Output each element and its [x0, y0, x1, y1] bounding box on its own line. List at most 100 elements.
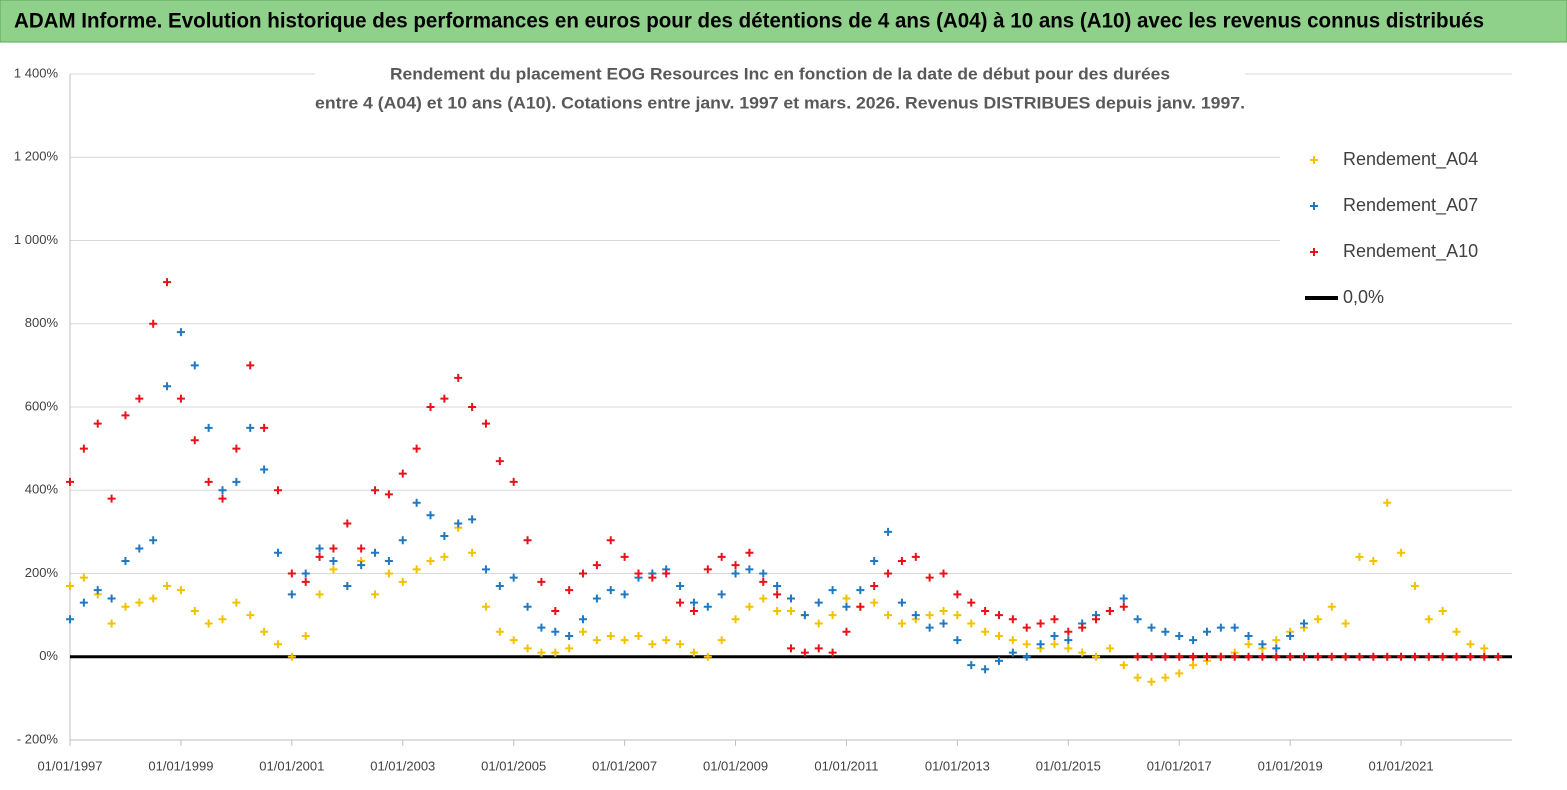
point [260, 627, 269, 636]
point [1105, 644, 1114, 653]
point [703, 652, 712, 661]
point [495, 457, 504, 466]
point [551, 606, 560, 615]
point [260, 465, 269, 474]
point [509, 636, 518, 645]
point [676, 640, 685, 649]
point [523, 644, 532, 653]
point [246, 361, 255, 370]
point [176, 394, 185, 403]
point [79, 444, 88, 453]
point [884, 527, 893, 536]
point [218, 486, 227, 495]
point [190, 436, 199, 445]
point [1410, 581, 1419, 590]
point [1341, 619, 1350, 628]
point [870, 598, 879, 607]
point [634, 631, 643, 640]
point [1147, 677, 1156, 686]
point [329, 544, 338, 553]
point [79, 598, 88, 607]
point [745, 602, 754, 611]
point [1480, 644, 1489, 653]
point [273, 486, 282, 495]
point [1230, 652, 1239, 661]
point [135, 394, 144, 403]
legend: Rendement_A04 Rendement_A07 Rendement_A10 0… [1280, 135, 1512, 320]
point [787, 594, 795, 603]
point [773, 590, 782, 599]
plot-area: - 200% 0% 200% 400% 600% 800% 1 000% 1 200% 1 40… [14, 65, 1512, 773]
point [620, 552, 629, 561]
point [759, 577, 768, 586]
point [620, 636, 629, 645]
point [315, 552, 324, 561]
point [495, 627, 504, 636]
point [759, 569, 768, 578]
point [426, 511, 435, 520]
point [1036, 640, 1045, 649]
point [1424, 652, 1433, 661]
point [606, 631, 615, 640]
point [481, 602, 490, 611]
point [1133, 615, 1142, 624]
point [218, 615, 227, 624]
title-box [315, 60, 1245, 122]
point [1092, 652, 1101, 661]
point [731, 561, 740, 570]
point [676, 581, 685, 590]
legend-label: Rendement_A04 [1343, 149, 1478, 170]
point [981, 665, 990, 674]
point [204, 619, 213, 628]
point [218, 494, 227, 503]
point [1383, 498, 1392, 507]
point [343, 581, 352, 590]
point [121, 602, 130, 611]
point [1175, 652, 1184, 661]
point [842, 627, 851, 636]
point [232, 598, 241, 607]
point [1300, 652, 1309, 661]
point [1216, 623, 1225, 632]
point [1327, 602, 1336, 611]
point [814, 598, 823, 607]
point [1452, 652, 1461, 661]
point [1258, 652, 1267, 661]
point [329, 557, 338, 566]
x-tick-label: 01/01/2015 [1036, 758, 1101, 773]
point [953, 611, 962, 620]
point [994, 631, 1003, 640]
point [1466, 640, 1475, 649]
point [301, 577, 310, 586]
legend-marker [1310, 156, 1318, 164]
point [1410, 652, 1419, 661]
point [246, 423, 255, 432]
point [579, 569, 588, 578]
point [398, 536, 407, 545]
point [925, 623, 934, 632]
point [384, 557, 393, 566]
point [1022, 640, 1031, 649]
x-tick-label: 01/01/2013 [925, 758, 990, 773]
y-tick-label: 1 000% [14, 232, 59, 247]
point [1189, 636, 1198, 645]
point [357, 544, 366, 553]
point [911, 611, 920, 620]
point [1369, 652, 1378, 661]
point [800, 611, 809, 620]
point [454, 373, 463, 382]
point [66, 581, 74, 590]
point [1119, 602, 1128, 611]
legend-box [1280, 135, 1512, 320]
point [773, 606, 782, 615]
point [1202, 652, 1211, 661]
point [773, 581, 782, 590]
point [523, 536, 532, 545]
x-tick-label: 01/01/2021 [1369, 758, 1434, 773]
point [1286, 652, 1295, 661]
point [1355, 652, 1364, 661]
point [967, 619, 976, 628]
point [1189, 661, 1198, 670]
point [176, 328, 185, 337]
point [1147, 652, 1156, 661]
